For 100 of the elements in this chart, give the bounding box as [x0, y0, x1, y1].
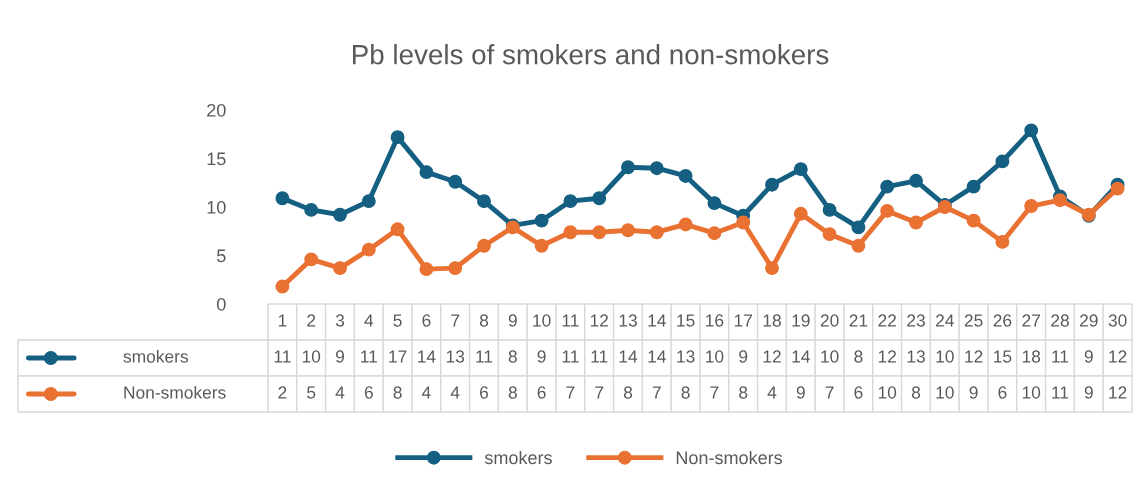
- x-tick-label: 20: [820, 314, 839, 327]
- point: [563, 225, 578, 240]
- data-label: 4: [767, 386, 777, 399]
- point: [765, 261, 779, 276]
- point: [649, 225, 664, 240]
- data-label: 11: [1052, 350, 1069, 363]
- data-label: 4: [335, 386, 345, 399]
- data-label: 18: [1022, 350, 1041, 363]
- point: [448, 174, 463, 189]
- point: [361, 194, 376, 209]
- data-label: 9: [335, 350, 345, 363]
- data-label: 7: [566, 386, 575, 399]
- x-tick-label: 22: [878, 314, 896, 327]
- data-label: 8: [681, 386, 690, 399]
- data-label: 11: [591, 350, 608, 363]
- data-label: 17: [389, 350, 407, 363]
- data-label: 9: [1084, 350, 1093, 363]
- point: [880, 203, 895, 218]
- point: [361, 242, 376, 257]
- data-label: 6: [998, 386, 1007, 399]
- data-label: 4: [450, 386, 460, 399]
- point: [880, 179, 895, 194]
- point: [822, 227, 837, 242]
- point: [909, 173, 923, 188]
- x-tick-label: 21: [849, 314, 868, 327]
- data-label: 15: [994, 350, 1012, 363]
- data-label: 11: [476, 350, 493, 363]
- data-label: 7: [595, 386, 604, 399]
- point: [678, 217, 693, 232]
- point: [304, 252, 319, 267]
- point: [304, 202, 319, 217]
- legend-label: smokers: [484, 450, 552, 465]
- point: [851, 220, 866, 235]
- data-label: 7: [710, 386, 719, 399]
- data-label: 8: [393, 386, 402, 399]
- point: [909, 215, 923, 230]
- x-tick-label: 24: [936, 314, 954, 327]
- data-label: 6: [480, 386, 489, 399]
- point: [563, 194, 578, 209]
- data-label: 6: [854, 386, 863, 399]
- data-label: 12: [763, 350, 781, 363]
- data-label: 8: [623, 386, 633, 399]
- x-tick-label: 3: [335, 314, 345, 327]
- x-tick-label: 6: [422, 314, 431, 327]
- point: [736, 215, 751, 230]
- x-tick-label: 17: [734, 314, 752, 327]
- data-label: 9: [739, 350, 748, 363]
- x-tick-label: 29: [1080, 314, 1098, 327]
- data-label: 8: [508, 350, 517, 363]
- data-label: 13: [907, 350, 925, 363]
- data-label: 9: [796, 386, 805, 399]
- x-tick-label: 10: [533, 314, 551, 327]
- x-tick-label: 14: [648, 314, 666, 327]
- data-label: 8: [508, 386, 517, 399]
- legend-label: Non-smokers: [676, 450, 783, 465]
- point: [707, 226, 722, 241]
- point: [995, 154, 1010, 169]
- x-tick-label: 16: [706, 314, 724, 327]
- data-label: 7: [825, 386, 834, 399]
- x-tick-label: 11: [562, 314, 579, 327]
- data-label: 11: [562, 350, 579, 363]
- point: [390, 222, 405, 237]
- point: [390, 130, 405, 145]
- data-label: 10: [878, 386, 897, 399]
- x-tick-label: 30: [1108, 314, 1127, 327]
- data-label: 11: [274, 350, 291, 363]
- x-tick-label: 9: [508, 314, 517, 327]
- x-tick-label: 19: [792, 314, 810, 327]
- point: [333, 207, 347, 222]
- data-label: 10: [936, 350, 954, 363]
- point: [621, 223, 635, 238]
- point: [534, 213, 549, 228]
- data-label: 10: [821, 350, 839, 363]
- data-label: 12: [965, 350, 983, 363]
- data-label: 11: [1052, 386, 1069, 399]
- data-label: 4: [421, 386, 431, 399]
- data-label: 14: [418, 350, 436, 363]
- data-label: 8: [739, 386, 748, 399]
- x-tick-label: 12: [590, 314, 608, 327]
- point: [1024, 123, 1039, 138]
- x-tick-label: 8: [479, 314, 489, 327]
- x-tick-label: 13: [619, 314, 637, 327]
- point: [275, 191, 290, 206]
- y-tick-label: 20: [207, 103, 226, 117]
- x-tick-label: 15: [677, 314, 695, 327]
- point: [822, 202, 837, 217]
- data-label: 9: [537, 350, 546, 363]
- point: [534, 238, 549, 253]
- point: [793, 206, 808, 221]
- data-label: 13: [677, 350, 695, 363]
- point: [1053, 193, 1067, 208]
- data-label: 8: [911, 386, 921, 399]
- point: [649, 161, 664, 176]
- data-label: 12: [1109, 386, 1127, 399]
- data-label: 10: [302, 350, 321, 363]
- data-label: 5: [307, 386, 316, 399]
- x-tick-label: 4: [364, 314, 374, 327]
- point: [592, 191, 607, 206]
- point: [477, 194, 491, 209]
- point: [275, 279, 290, 294]
